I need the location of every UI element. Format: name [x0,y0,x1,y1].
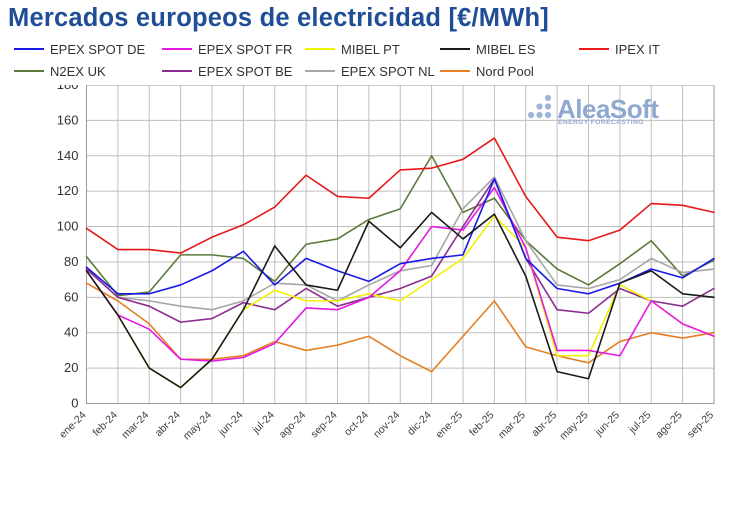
svg-text:140: 140 [57,148,79,163]
svg-text:ene-24: ene-24 [57,409,89,441]
svg-text:80: 80 [64,254,78,269]
svg-text:ago-24: ago-24 [277,409,309,441]
svg-text:180: 180 [57,85,79,92]
svg-text:may-24: may-24 [181,409,214,442]
svg-text:jul-24: jul-24 [250,409,277,436]
svg-text:ENERGY FORECASTING: ENERGY FORECASTING [558,119,644,126]
svg-text:abr-24: abr-24 [153,409,183,439]
svg-text:dic-24: dic-24 [405,409,434,438]
svg-text:20: 20 [64,360,78,375]
svg-text:ago-25: ago-25 [653,409,685,441]
svg-text:sep-25: sep-25 [685,409,716,440]
svg-text:100: 100 [57,219,79,234]
svg-text:sep-24: sep-24 [308,409,339,440]
svg-text:40: 40 [64,325,78,340]
svg-text:may-25: may-25 [557,409,590,442]
svg-text:120: 120 [57,183,79,198]
svg-text:60: 60 [64,289,78,304]
svg-text:jun-24: jun-24 [216,409,246,439]
svg-text:ene-25: ene-25 [434,409,466,441]
svg-text:0: 0 [71,396,78,411]
svg-text:feb-24: feb-24 [90,409,120,439]
svg-text:jul-25: jul-25 [626,409,653,436]
svg-text:feb-25: feb-25 [467,409,497,439]
svg-text:abr-25: abr-25 [529,409,559,439]
svg-text:oct-24: oct-24 [342,409,371,438]
svg-text:160: 160 [57,112,79,127]
svg-text:mar-24: mar-24 [119,409,151,441]
svg-text:jun-25: jun-25 [592,409,622,439]
svg-text:mar-25: mar-25 [496,409,528,441]
svg-text:nov-24: nov-24 [371,409,402,440]
